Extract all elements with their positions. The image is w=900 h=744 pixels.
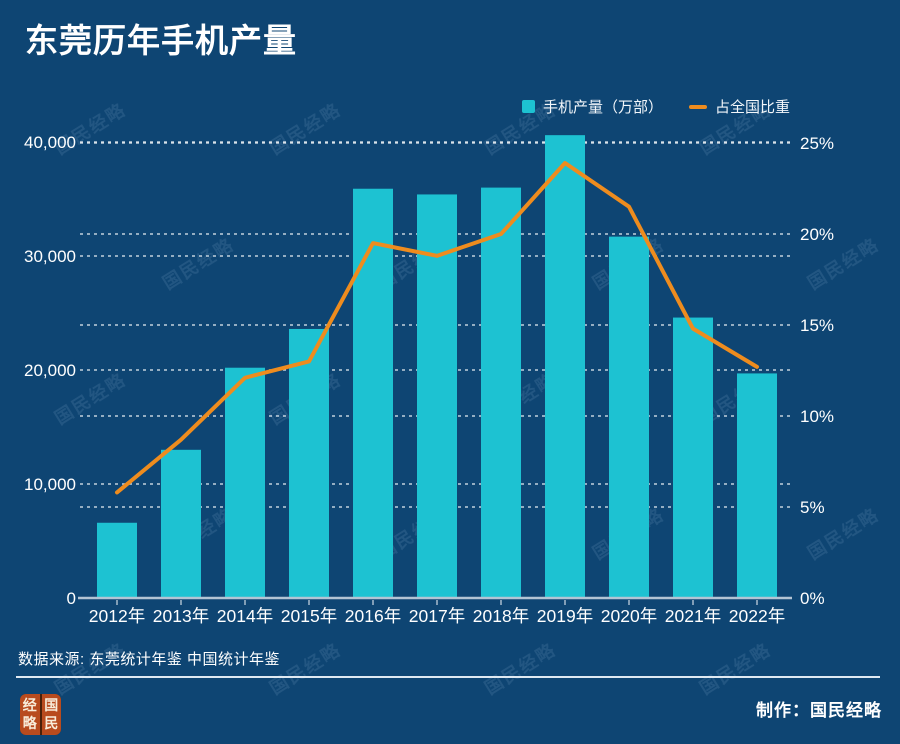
left-axis-label: 20,000: [24, 361, 76, 380]
bar-2020年: [609, 236, 649, 598]
right-axis-label: 20%: [800, 225, 834, 244]
chart-legend: 手机产量（万部） 占全国比重: [521, 96, 790, 117]
legend-label-share: 占全国比重: [714, 99, 790, 116]
x-axis-label: 2017年: [409, 606, 465, 626]
bar-2017年: [417, 194, 457, 598]
x-axis-label: 2014年: [217, 606, 273, 626]
logo-char: 民: [44, 715, 59, 732]
right-axis-label: 25%: [800, 134, 834, 153]
x-axis-label: 2018年: [473, 606, 529, 626]
credit-text: 制作：国民经略: [756, 701, 882, 720]
logo-char: 国: [44, 697, 59, 714]
x-axis-label: 2020年: [601, 606, 657, 626]
bar-2022年: [737, 373, 777, 598]
logo-char: 略: [22, 715, 37, 732]
bar-2018年: [481, 187, 521, 598]
bar-2016年: [353, 188, 393, 599]
left-axis-label: 40,000: [24, 133, 76, 152]
x-axis-label: 2015年: [281, 606, 337, 626]
bar-series-swatch: [521, 100, 535, 113]
bar-2019年: [545, 135, 585, 598]
page-title: 东莞历年手机产量: [25, 22, 297, 59]
logo-char: 经: [22, 697, 37, 714]
footer-divider: [16, 676, 880, 678]
right-axis-label: 0%: [800, 589, 825, 608]
data-source-text: 数据来源: 东莞统计年鉴 中国统计年鉴: [18, 651, 281, 668]
right-axis-label: 5%: [800, 498, 825, 517]
left-axis-label: 0: [67, 589, 76, 608]
share-line: [115, 161, 759, 495]
legend-item-share: 占全国比重: [688, 96, 790, 117]
line-series-swatch: [688, 104, 707, 109]
bar-2012年: [97, 522, 137, 598]
x-axis-label: 2022年: [729, 606, 785, 626]
x-axis-label: 2021年: [665, 606, 721, 626]
bar-2014年: [225, 367, 265, 598]
legend-label-production: 手机产量（万部）: [542, 99, 663, 116]
x-axis-label: 2013年: [153, 606, 209, 626]
logo-left-column: 经 略: [20, 694, 40, 735]
x-axis-label: 2012年: [89, 606, 145, 626]
right-axis-label: 15%: [800, 316, 834, 335]
left-axis-label: 30,000: [24, 247, 76, 266]
bar-2015年: [289, 328, 329, 598]
x-axis-label: 2019年: [537, 606, 593, 626]
x-axis-label: 2016年: [345, 606, 401, 626]
bar-2013年: [161, 449, 201, 598]
logo-right-column: 国 民: [41, 694, 61, 735]
legend-item-production: 手机产量（万部）: [521, 96, 663, 117]
guomin-jinglue-logo: 经 略 国 民: [20, 694, 61, 735]
bar-2021年: [673, 317, 713, 598]
left-axis-label: 10,000: [24, 475, 76, 494]
right-axis-label: 10%: [800, 407, 834, 426]
